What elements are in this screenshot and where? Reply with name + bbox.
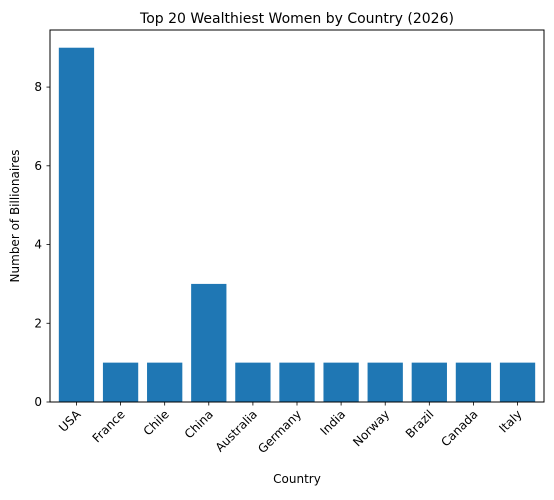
y-ticks: 0 2 4 6 8	[34, 80, 50, 409]
y-axis-label: Number of Billionaires	[8, 150, 22, 283]
bar-norway	[367, 362, 403, 402]
bar-brazil	[411, 362, 447, 402]
bar-chile	[147, 362, 183, 402]
bar-germany	[279, 362, 315, 402]
x-axis-label: Country	[273, 472, 321, 486]
bar-usa	[58, 47, 95, 402]
y-tick-label: 2	[34, 316, 42, 330]
bar-india	[323, 362, 359, 402]
chart-title: Top 20 Wealthiest Women by Country (2026…	[139, 11, 454, 27]
y-tick-label: 0	[34, 395, 42, 409]
bar-france	[102, 362, 139, 402]
bar-australia	[235, 362, 271, 402]
bar-canada	[455, 362, 492, 402]
plot-frame	[49, 29, 545, 403]
bar-italy	[499, 362, 536, 402]
y-tick-label: 4	[34, 238, 42, 252]
bar-china	[191, 283, 227, 402]
y-tick-label: 6	[34, 159, 42, 173]
bars-group	[58, 47, 536, 402]
y-tick-label: 8	[34, 80, 42, 94]
